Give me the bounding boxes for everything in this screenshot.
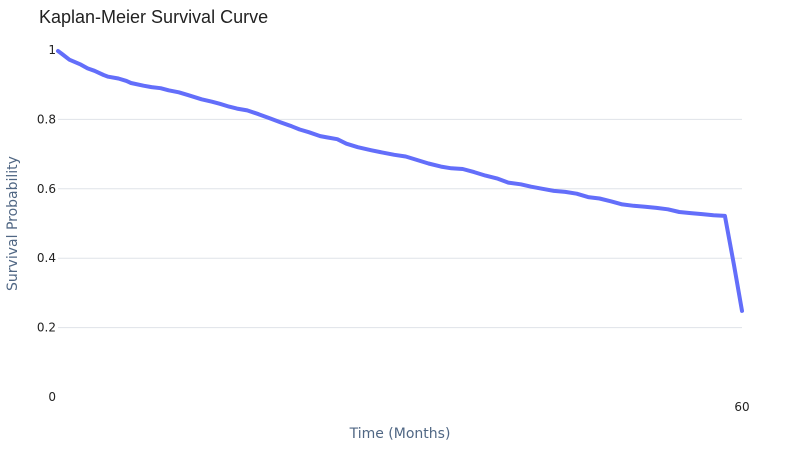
y-tick-label: 0.4: [37, 251, 56, 265]
y-tick-label: 1: [48, 43, 56, 57]
x-tick-label: 60: [734, 400, 749, 414]
series-layer: [56, 49, 744, 313]
y-tick-label: 0: [48, 390, 56, 404]
y-tick-labels: 0 0.2 0.4 0.6 0.8 1: [37, 43, 56, 404]
gridlines: [58, 118, 742, 329]
y-axis-title: Survival Probability: [5, 156, 21, 291]
y-tick-label: 0.2: [37, 321, 56, 335]
y-tick-label: 0.6: [37, 182, 56, 196]
x-axis-title: Time (Months): [349, 426, 451, 442]
x-tick-labels: 60: [734, 400, 749, 414]
y-tick-label: 0.8: [37, 112, 56, 126]
chart-title: Kaplan-Meier Survival Curve: [39, 7, 269, 27]
survival-curve-line: [56, 49, 744, 313]
